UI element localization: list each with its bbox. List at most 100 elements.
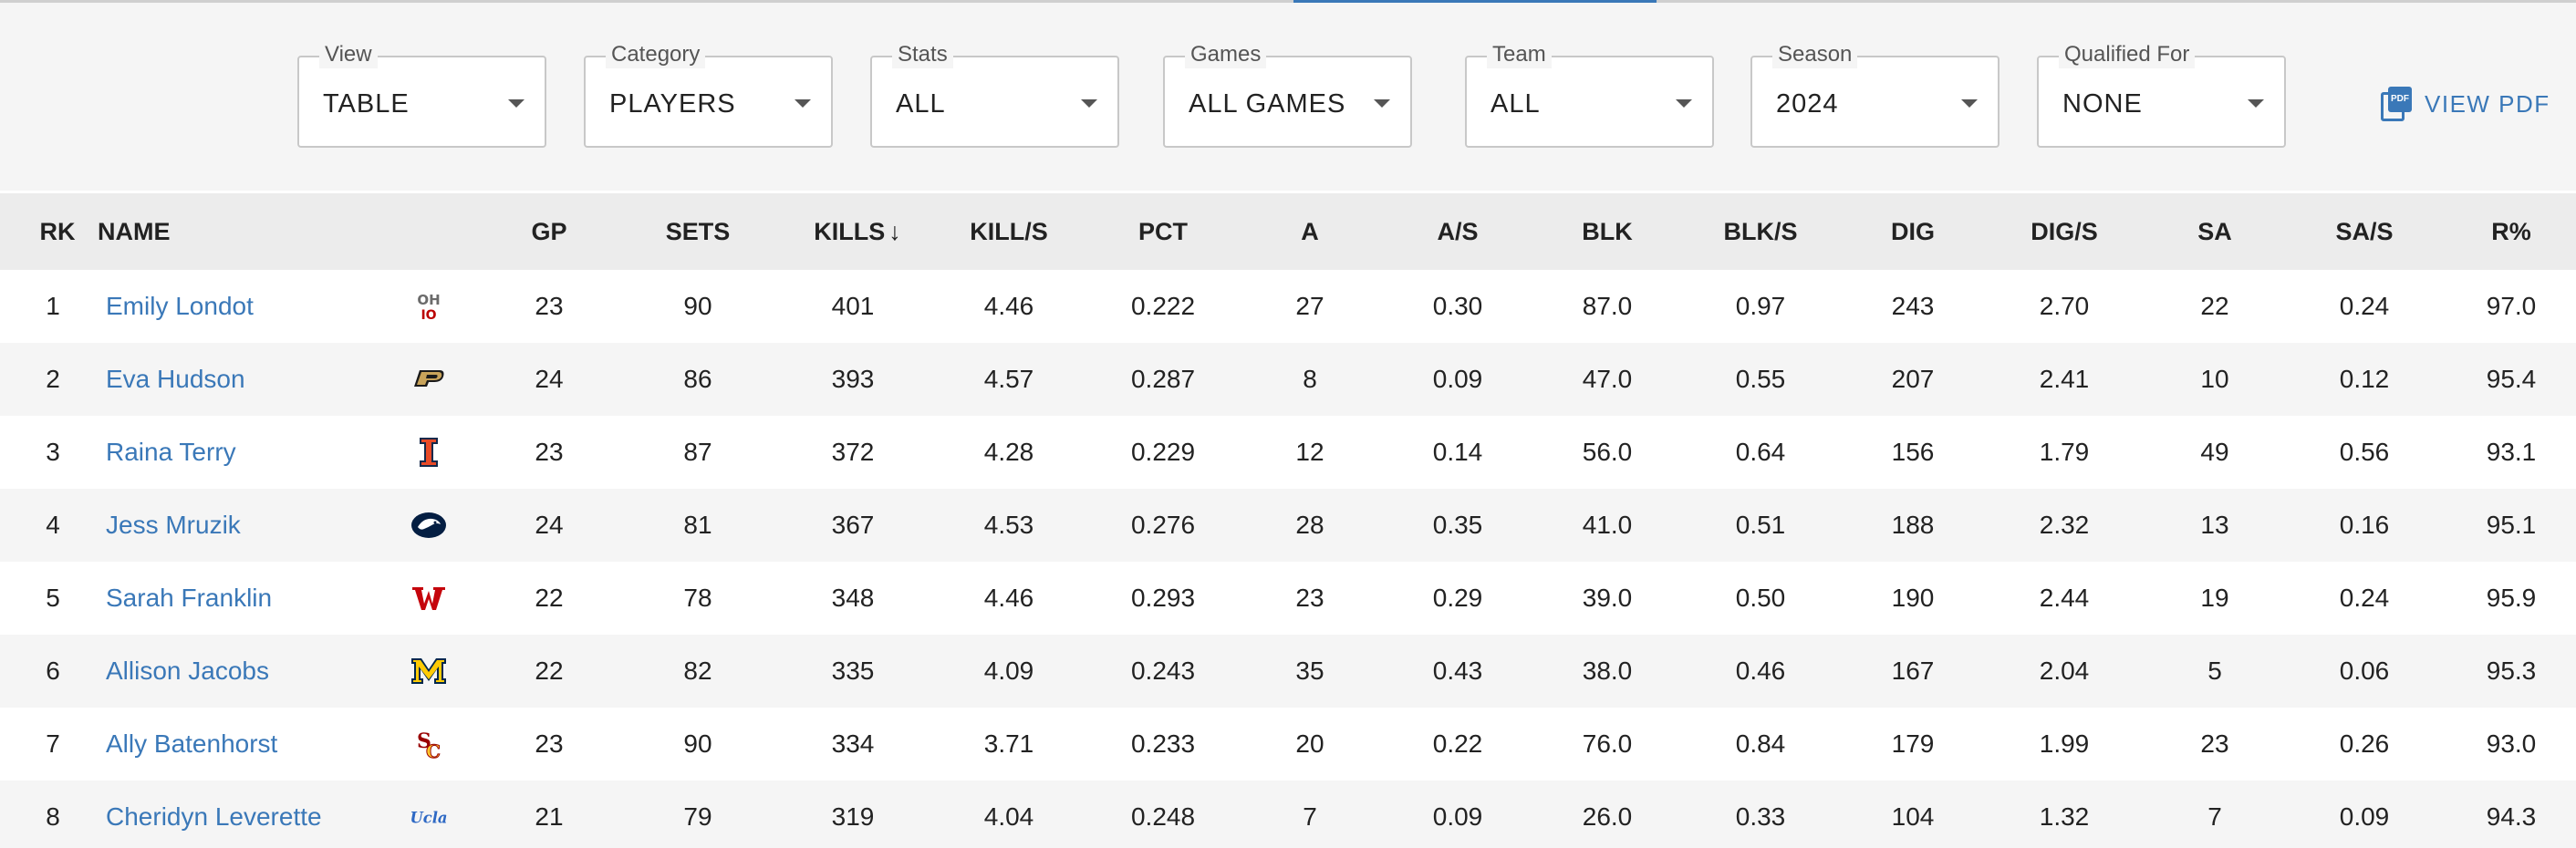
cell-r-pct: 97.0	[2486, 292, 2537, 320]
cell-pct: 0.222	[1130, 292, 1196, 320]
cell-blk: 26.0	[1582, 802, 1633, 831]
cell-kill-s: 4.46	[983, 584, 1034, 612]
column-header-r-pct[interactable]: R%	[2491, 218, 2531, 245]
cell-rk: 4	[46, 511, 60, 539]
ucla-logo: Ucla	[410, 801, 447, 833]
cell-blk-s: 0.46	[1735, 657, 1786, 685]
cell-dig: 179	[1891, 729, 1935, 758]
cell-rk: 6	[46, 657, 60, 685]
cell-gp: 21	[535, 802, 564, 831]
cell-a: 20	[1295, 729, 1324, 758]
view-dropdown[interactable]: View TABLE	[297, 41, 546, 148]
view-pdf-link[interactable]: PDF VIEW PDF	[2381, 87, 2550, 121]
cell-a: 8	[1303, 365, 1317, 393]
column-header-sa-s[interactable]: SA/S	[2335, 218, 2394, 245]
cell-pct: 0.243	[1130, 657, 1196, 685]
column-header-rk[interactable]: RK	[39, 218, 76, 245]
column-header-dig-s[interactable]: DIG/S	[2031, 218, 2098, 245]
caret-down-icon	[2248, 99, 2264, 108]
qualified-for-dropdown[interactable]: Qualified For NONE	[2037, 41, 2286, 148]
cell-gp: 22	[535, 657, 564, 685]
cell-sa-s: 0.26	[2339, 729, 2390, 758]
column-header-name[interactable]: NAME	[98, 218, 171, 245]
column-header-gp[interactable]: GP	[531, 218, 567, 245]
player-name-link[interactable]: Eva Hudson	[106, 365, 245, 393]
games-dropdown[interactable]: Games ALL GAMES	[1163, 41, 1412, 148]
cell-dig-s: 2.32	[2039, 511, 2090, 539]
michigan-logo	[410, 655, 447, 688]
cell-sets: 81	[683, 511, 712, 539]
cell-sa-s: 0.24	[2339, 292, 2390, 320]
cell-blk-s: 0.50	[1735, 584, 1786, 612]
cell-r-pct: 95.3	[2486, 657, 2537, 685]
cell-a: 23	[1295, 584, 1324, 612]
view-dropdown-label: View	[319, 41, 378, 68]
player-name-link[interactable]: Emily Londot	[106, 292, 254, 320]
cell-a: 27	[1295, 292, 1324, 320]
cell-dig-s: 2.04	[2039, 657, 2090, 685]
cell-a-s: 0.14	[1432, 438, 1483, 466]
cell-blk-s: 0.33	[1735, 802, 1786, 831]
team-dropdown[interactable]: Team ALL	[1465, 41, 1714, 148]
column-header-blk-s[interactable]: BLK/S	[1723, 218, 1798, 245]
stats-dropdown[interactable]: Stats ALL	[870, 41, 1119, 148]
player-name-link[interactable]: Sarah Franklin	[106, 584, 273, 612]
top-divider	[0, 0, 2576, 3]
cell-r-pct: 95.9	[2486, 584, 2537, 612]
column-header-a[interactable]: A	[1301, 218, 1319, 245]
wisconsin-logo	[410, 582, 447, 615]
column-header-a-s[interactable]: A/S	[1437, 218, 1479, 245]
player-name-link[interactable]: Allison Jacobs	[106, 657, 269, 685]
cell-rk: 3	[46, 438, 60, 466]
cell-a-s: 0.09	[1432, 365, 1483, 393]
cell-blk: 39.0	[1582, 584, 1633, 612]
team-dropdown-label: Team	[1487, 41, 1552, 68]
cell-rk: 7	[46, 729, 60, 758]
cell-a-s: 0.30	[1432, 292, 1483, 320]
category-dropdown[interactable]: Category PLAYERS	[584, 41, 833, 148]
cell-r-pct: 95.1	[2486, 511, 2537, 539]
player-name-link[interactable]: Cheridyn Leverette	[106, 802, 322, 831]
team-dropdown-value: ALL	[1491, 89, 1541, 119]
cell-r-pct: 93.1	[2486, 438, 2537, 466]
category-dropdown-value: PLAYERS	[609, 89, 736, 119]
column-header-sa[interactable]: SA	[2197, 218, 2232, 245]
player-name-link[interactable]: Raina Terry	[106, 438, 236, 466]
cell-dig-s: 1.99	[2039, 729, 2090, 758]
column-header-blk[interactable]: BLK	[1582, 218, 1633, 245]
column-header-pct[interactable]: PCT	[1138, 218, 1188, 245]
cell-gp: 24	[535, 511, 564, 539]
illinois-logo	[410, 436, 447, 469]
cell-dig: 188	[1891, 511, 1935, 539]
cell-gp: 23	[535, 438, 564, 466]
cell-gp: 22	[535, 584, 564, 612]
cell-sa-s: 0.09	[2339, 802, 2390, 831]
column-header-dig[interactable]: DIG	[1890, 218, 1936, 245]
cell-sets: 79	[683, 802, 712, 831]
qualified-for-dropdown-value: NONE	[2062, 89, 2143, 119]
cell-r-pct: 93.0	[2486, 729, 2537, 758]
table-row: 6 Allison Jacobs 22 82 335 4.09 0.243 35…	[0, 635, 2576, 708]
player-name-link[interactable]: Ally Batenhorst	[106, 729, 278, 758]
cell-kill-s: 4.04	[983, 802, 1034, 831]
column-header-kill-s[interactable]: KILL/S	[970, 218, 1048, 245]
cell-sets: 90	[683, 292, 712, 320]
active-tab-indicator	[1293, 0, 1657, 4]
cell-sa: 19	[2200, 584, 2229, 612]
view-dropdown-value: TABLE	[323, 89, 410, 119]
cell-blk: 76.0	[1582, 729, 1633, 758]
table-header: RK NAME GP SETS KILLS ↓ KILL/S PCT A A/S …	[0, 193, 2576, 270]
column-header-sets[interactable]: SETS	[665, 218, 731, 245]
column-header-kills[interactable]: KILLS ↓	[814, 193, 901, 270]
cell-kill-s: 4.46	[983, 292, 1034, 320]
table-row: 8 Cheridyn Leverette Ucla 21 79 319 4.04…	[0, 781, 2576, 848]
cell-sa: 13	[2200, 511, 2229, 539]
penn-state-logo	[410, 509, 447, 542]
caret-down-icon	[1374, 99, 1390, 108]
table-row: 2 Eva Hudson 24 86 393 4.57 0.287 8 0.09…	[0, 343, 2576, 416]
player-name-link[interactable]: Jess Mruzik	[106, 511, 241, 539]
season-dropdown[interactable]: Season 2024	[1750, 41, 2000, 148]
caret-down-icon	[1676, 99, 1692, 108]
cell-blk: 41.0	[1582, 511, 1633, 539]
svg-text:IO: IO	[421, 308, 436, 323]
